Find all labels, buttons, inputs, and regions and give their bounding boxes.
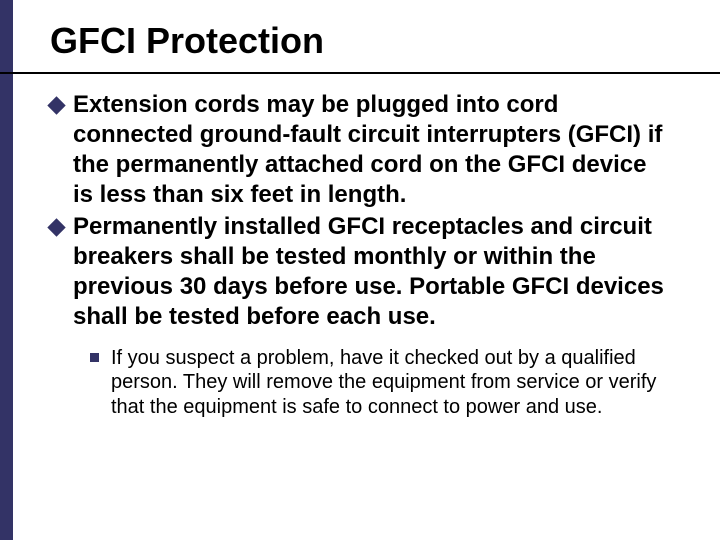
- sub-bullet-item: If you suspect a problem, have it checke…: [90, 346, 670, 419]
- bullet-item: Permanently installed GFCI receptacles a…: [50, 212, 670, 332]
- diamond-bullet-icon: [47, 218, 65, 236]
- slide-container: GFCI Protection Extension cords may be p…: [0, 0, 720, 540]
- slide-content: Extension cords may be plugged into cord…: [50, 90, 670, 419]
- bullet-text: Extension cords may be plugged into cord…: [73, 90, 670, 210]
- title-underline: [0, 72, 720, 74]
- diamond-bullet-icon: [47, 96, 65, 114]
- bullet-item: Extension cords may be plugged into cord…: [50, 90, 670, 210]
- left-accent-bar: [0, 0, 13, 540]
- slide-title: GFCI Protection: [50, 20, 324, 62]
- square-bullet-icon: [90, 353, 99, 362]
- sub-bullet-text: If you suspect a problem, have it checke…: [111, 346, 670, 419]
- bullet-text: Permanently installed GFCI receptacles a…: [73, 212, 670, 332]
